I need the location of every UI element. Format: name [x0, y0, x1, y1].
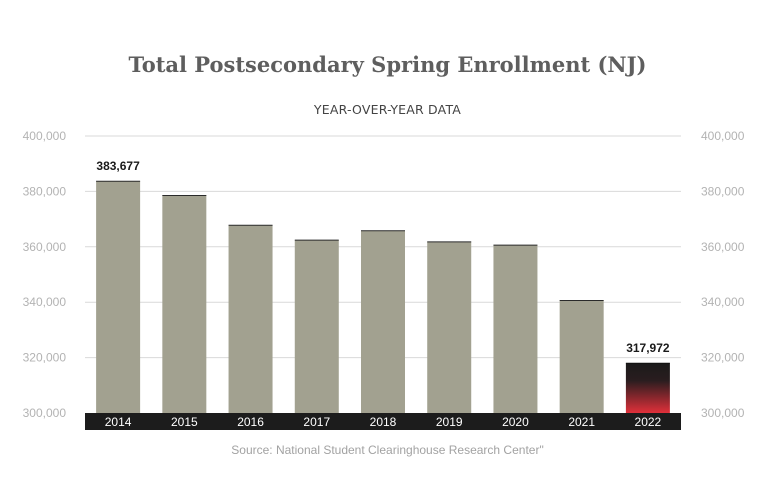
- y-tick-label-left: 320,000: [23, 351, 67, 365]
- bar-2022: [625, 363, 670, 413]
- bar-2016: [228, 225, 273, 413]
- x-axis-band: [85, 413, 681, 430]
- y-tick-label-left: 380,000: [23, 184, 67, 198]
- y-tick-label-left: 360,000: [23, 240, 67, 254]
- x-tick-label: 2021: [568, 415, 595, 429]
- y-tick-label-left: 400,000: [23, 129, 67, 143]
- x-axis: 2014 2015 2016 2017 2018 2019 2020 2021 2022: [85, 413, 681, 430]
- bar-2015: [162, 195, 207, 413]
- x-tick-label: 2022: [635, 415, 662, 429]
- bar-2018: [361, 230, 405, 413]
- bar-2014: [96, 181, 141, 413]
- y-tick-label-right: 340,000: [701, 295, 745, 309]
- x-tick-label: 2018: [370, 415, 397, 429]
- bar-2021: [559, 300, 604, 413]
- bar-2020: [493, 245, 538, 413]
- x-tick-label: 2016: [237, 415, 264, 429]
- y-tick-label-right: 400,000: [701, 129, 745, 143]
- y-tick-label-right: 300,000: [701, 406, 745, 420]
- x-tick-label: 2017: [303, 415, 330, 429]
- x-tick-label: 2019: [436, 415, 463, 429]
- x-tick-label: 2015: [171, 415, 198, 429]
- data-label-2014: 383,677: [96, 159, 140, 173]
- y-tick-label-right: 320,000: [701, 351, 745, 365]
- y-tick-label-left: 300,000: [23, 406, 67, 420]
- y-tick-label-right: 380,000: [701, 184, 745, 198]
- data-labels: 383,677 317,972: [96, 159, 669, 355]
- x-tick-label: 2014: [105, 415, 132, 429]
- chart-subtitle: YEAR-OVER-YEAR DATA: [313, 102, 462, 117]
- y-tick-label-right: 360,000: [701, 240, 745, 254]
- source-note: Source: National Student Clearinghouse R…: [231, 443, 544, 457]
- data-label-2022: 317,972: [626, 341, 670, 355]
- bar-2017: [294, 240, 339, 413]
- x-tick-label: 2020: [502, 415, 529, 429]
- y-tick-label-left: 340,000: [23, 295, 67, 309]
- bar-2019: [427, 241, 472, 413]
- bars: [96, 180, 670, 413]
- chart-title: Total Postsecondary Spring Enrollment (N…: [128, 52, 647, 77]
